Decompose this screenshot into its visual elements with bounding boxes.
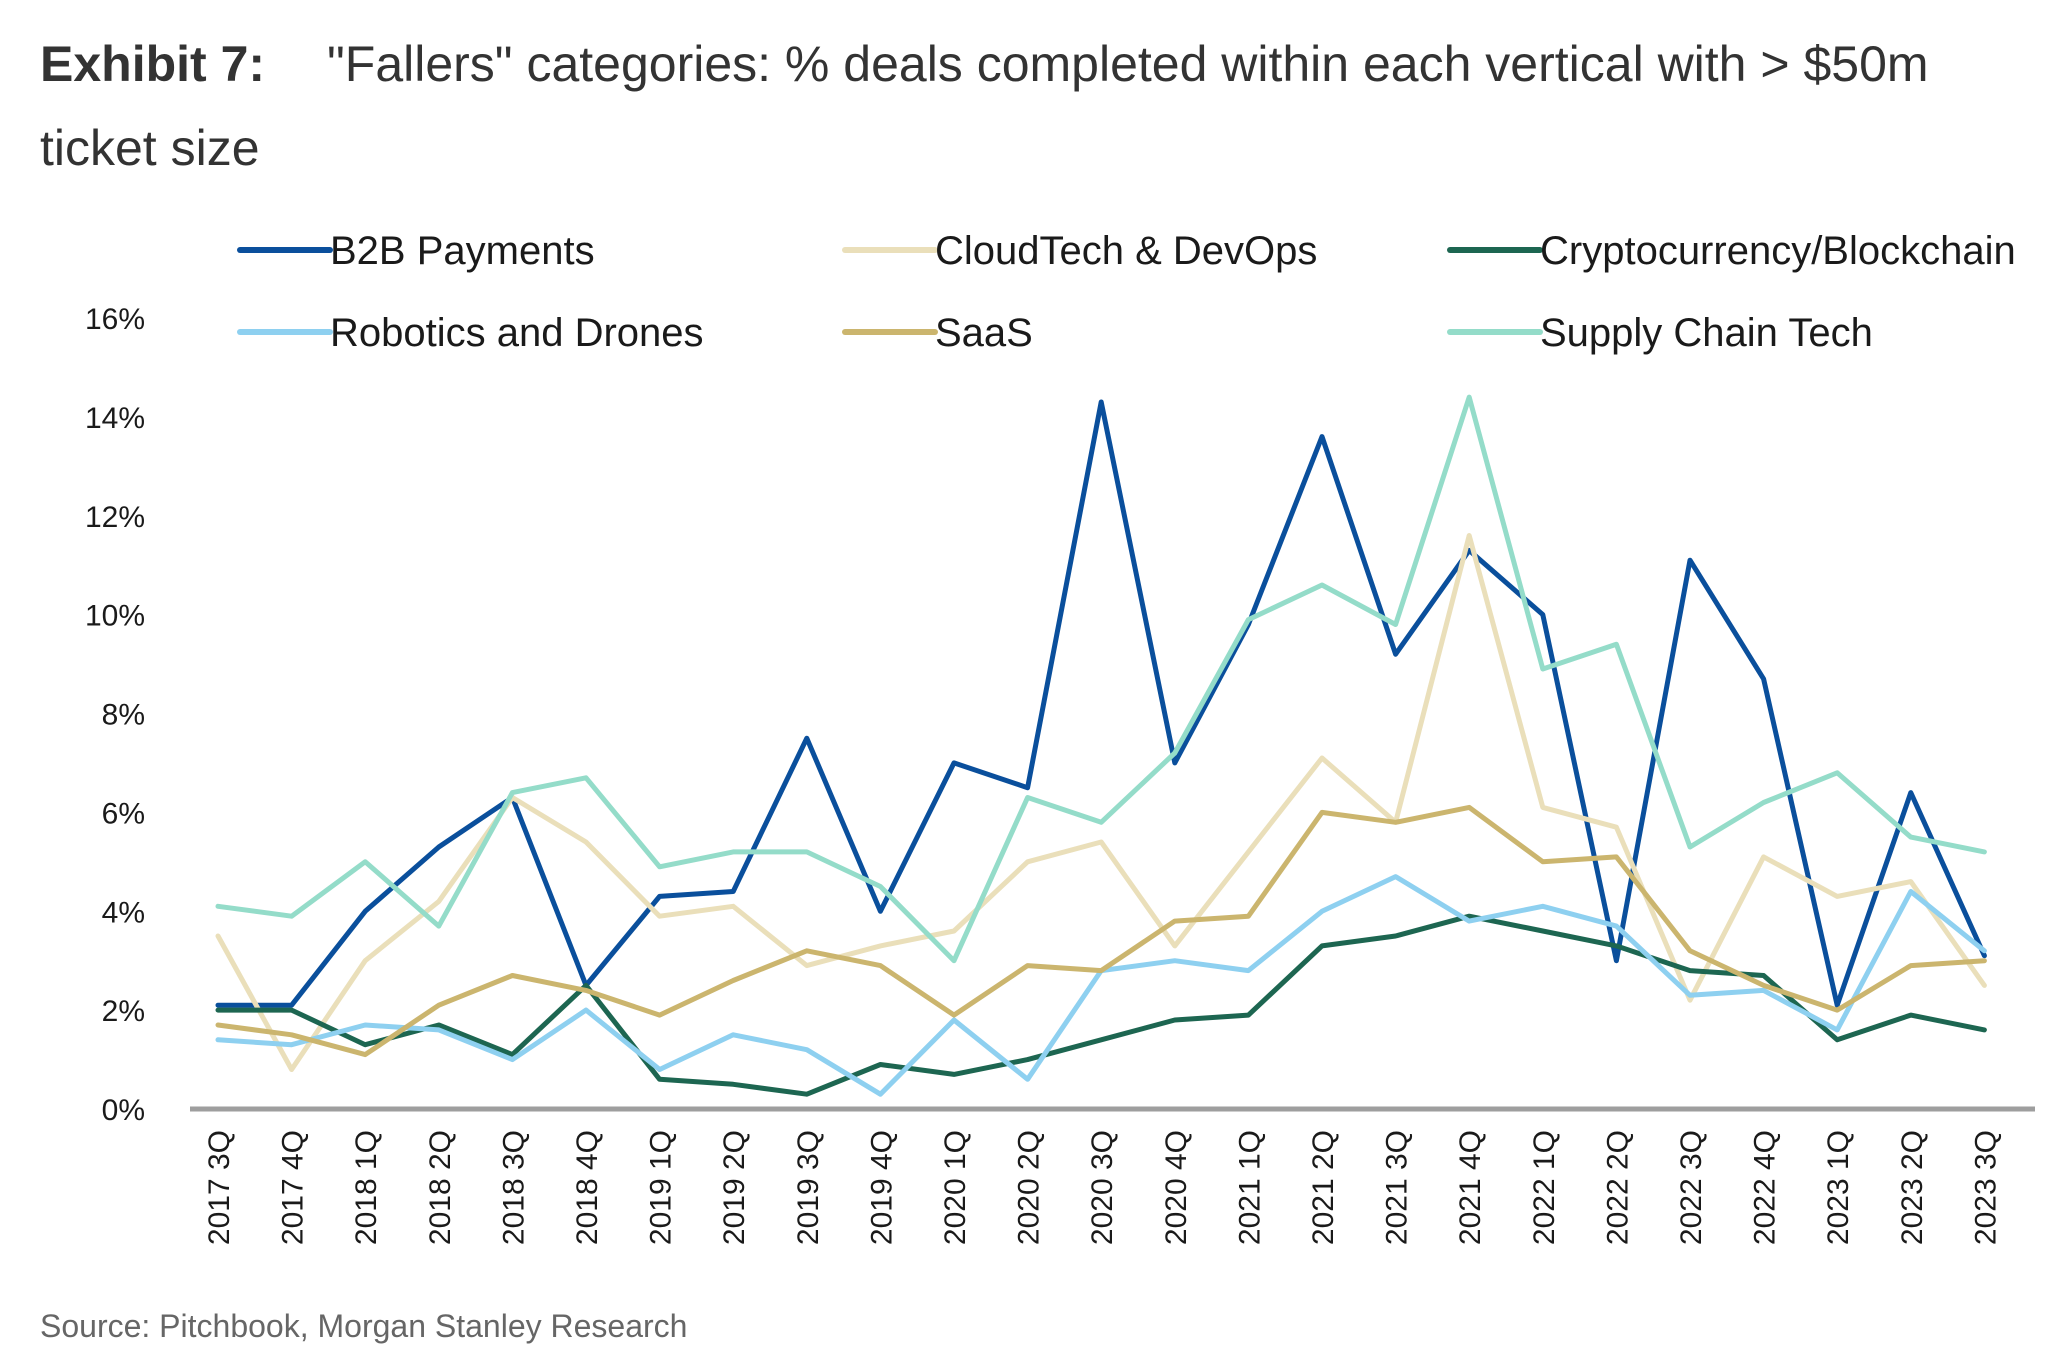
series-line-0 — [215, 399, 1987, 1008]
y-tick-label: 0% — [102, 1094, 145, 1127]
exhibit-label: Exhibit 7: — [40, 36, 266, 92]
x-tick-label: 2023 1Q — [1822, 1130, 1855, 1245]
legend-label: Robotics and Drones — [330, 311, 704, 355]
x-tick-label: 2017 4Q — [277, 1130, 310, 1245]
x-tick-label: 2017 3Q — [203, 1130, 236, 1245]
source-note: Source: Pitchbook, Morgan Stanley Resear… — [40, 1308, 688, 1344]
x-tick-label: 2018 4Q — [571, 1130, 604, 1245]
legend-label: Supply Chain Tech — [1540, 311, 1873, 355]
x-tick-label: 2022 3Q — [1675, 1130, 1708, 1245]
y-tick-label: 2% — [102, 995, 145, 1028]
y-tick-label: 4% — [102, 896, 145, 929]
x-tick-label: 2019 4Q — [865, 1130, 898, 1245]
x-tick-label: 2022 4Q — [1749, 1130, 1782, 1245]
x-tick-label: 2019 3Q — [792, 1130, 825, 1245]
series-line-2 — [215, 913, 1987, 1097]
x-tick-label: 2018 1Q — [350, 1130, 383, 1245]
y-tick-label: 6% — [102, 797, 145, 830]
x-tick-label: 2021 2Q — [1307, 1130, 1340, 1245]
x-tick-label: 2019 1Q — [645, 1130, 678, 1245]
x-tick-label: 2023 3Q — [1969, 1130, 2002, 1245]
x-tick-label: 2022 1Q — [1528, 1130, 1561, 1245]
legend-label: B2B Payments — [330, 229, 595, 273]
y-tick-label: 14% — [85, 402, 145, 435]
legend-label: CloudTech & DevOps — [935, 229, 1317, 273]
series-line-5 — [215, 394, 1987, 964]
y-tick-label: 10% — [85, 600, 145, 633]
x-tick-label: 2020 3Q — [1086, 1130, 1119, 1245]
legend-label: Cryptocurrency/Blockchain — [1540, 229, 2016, 273]
x-tick-label: 2021 1Q — [1233, 1130, 1266, 1245]
legend-label: SaaS — [935, 311, 1033, 355]
y-tick-label: 8% — [102, 699, 145, 732]
chart-title: Exhibit 7: "Fallers" categories: % deals … — [40, 22, 2030, 190]
x-tick-label: 2020 4Q — [1160, 1130, 1193, 1245]
x-tick-label: 2020 2Q — [1013, 1130, 1046, 1245]
x-tick-label: 2022 2Q — [1601, 1130, 1634, 1245]
title-text: "Fallers" categories: % deals completed … — [40, 36, 1929, 176]
x-tick-label: 2020 1Q — [939, 1130, 972, 1245]
x-tick-label: 2021 3Q — [1381, 1130, 1414, 1245]
y-tick-label: 12% — [85, 501, 145, 534]
series-layer — [215, 394, 1987, 1097]
x-axis: 2017 3Q 2017 4Q 2018 1Q 2018 2Q 2018 3Q 2018 … — [190, 1106, 2035, 1245]
x-tick-label: 2018 3Q — [497, 1130, 530, 1245]
x-tick-label: 2019 2Q — [718, 1130, 751, 1245]
y-axis: 0% 2% 4% 6% 8% 10% 12% 14% 16% — [85, 303, 145, 1127]
legend: B2B Payments CloudTech & DevOps Cryptocurr… — [237, 229, 2016, 355]
x-tick-label: 2018 2Q — [424, 1130, 457, 1245]
series-line-4 — [215, 804, 1987, 1058]
y-tick-label: 16% — [85, 303, 145, 336]
x-tick-label: 2023 2Q — [1896, 1130, 1929, 1245]
x-tick-label: 2021 4Q — [1454, 1130, 1487, 1245]
